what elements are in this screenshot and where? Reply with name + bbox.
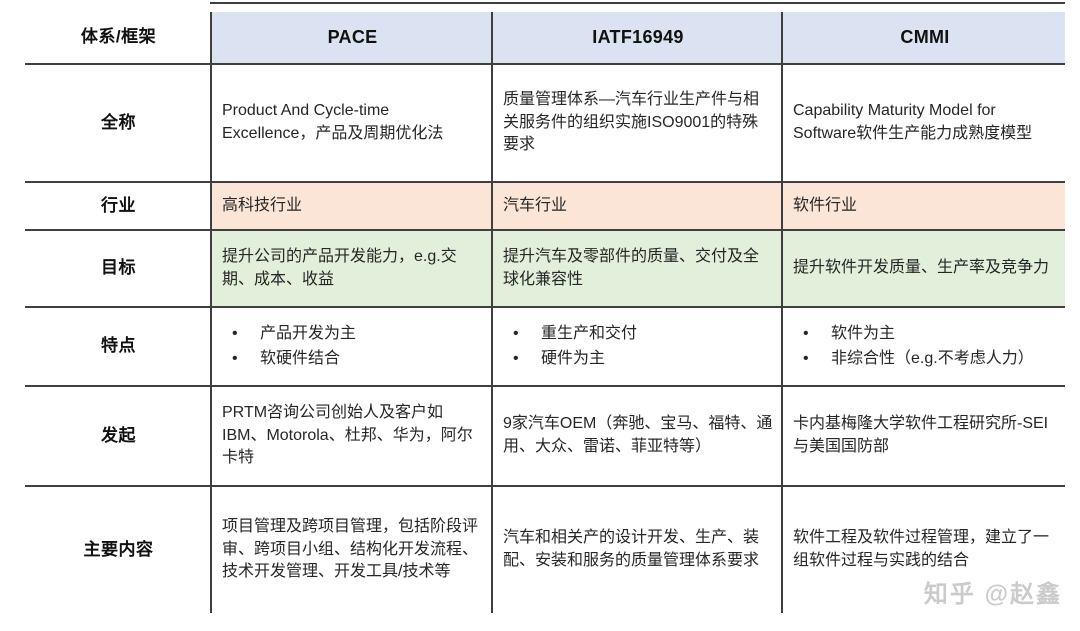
row-label-goal: 目标 xyxy=(101,258,136,278)
header-corner-cell: 体系/框架 xyxy=(80,27,157,47)
cell-goal-cmmi: 提升软件开发质量、生产率及竞争力 xyxy=(781,231,1065,306)
zhihu-watermark: 知乎 @赵鑫 xyxy=(923,581,1062,608)
bullet-icon: • xyxy=(803,349,809,367)
feature-item: • 软件为主 xyxy=(803,323,1034,346)
feature-text: 重生产和交付 xyxy=(541,324,638,342)
table-header-row: 体系/框架 PACE IATF16949 CMMI xyxy=(25,12,1065,65)
feature-text: 硬件为主 xyxy=(541,349,606,367)
cell-main-content-iatf16949: 汽车和相关产的设计开发、生产、装配、安装和服务的质量管理体系要求 xyxy=(491,487,781,613)
feature-text: 软件为主 xyxy=(831,324,896,342)
cell-fullname-iatf16949: 质量管理体系—汽车行业生产件与相关服务件的组织实施ISO9001的特殊要求 xyxy=(491,65,781,181)
bullet-icon: • xyxy=(803,324,809,342)
cell-features-cmmi: • 软件为主 • 非综合性（e.g.不考虑人力） xyxy=(781,308,1065,385)
feature-text: 软硬件结合 xyxy=(260,349,341,367)
table-row-fullname: 全称 Product And Cycle-time Excellence，产品及… xyxy=(25,65,1065,183)
cell-origin-iatf16949: 9家汽车OEM（奔驰、宝马、福特、通用、大众、雷诺、菲亚特等） xyxy=(491,387,781,485)
cell-goal-iatf16949: 提升汽车及零部件的质量、交付及全球化兼容性 xyxy=(491,231,781,306)
table-row-origin: 发起 PRTM咨询公司创始人及客户如IBM、Motorola、杜邦、华为，阿尔卡… xyxy=(25,387,1065,487)
cell-main-content-cmmi: 软件工程及软件过程管理，建立了一组软件过程与实践的结合 xyxy=(781,487,1065,613)
column-header-pace: PACE xyxy=(210,12,491,63)
cell-industry-pace: 高科技行业 xyxy=(210,183,491,229)
table-row-industry: 行业 高科技行业 汽车行业 软件行业 xyxy=(25,183,1065,231)
cell-main-content-pace: 项目管理及跨项目管理，包括阶段评审、跨项目小组、结构化开发流程、技术开发管理、开… xyxy=(210,487,491,613)
cell-origin-cmmi: 卡内基梅隆大学软件工程研究所-SEI与美国国防部 xyxy=(781,387,1065,485)
cell-industry-iatf16949: 汽车行业 xyxy=(491,183,781,229)
column-header-cmmi: CMMI xyxy=(781,12,1065,63)
feature-item: • 非综合性（e.g.不考虑人力） xyxy=(803,348,1034,371)
feature-item: • 产品开发为主 xyxy=(232,323,356,346)
table-row-goal: 目标 提升公司的产品开发能力，e.g.交期、成本、收益 提升汽车及零部件的质量、… xyxy=(25,231,1065,308)
feature-item: • 软硬件结合 xyxy=(232,348,356,371)
cell-industry-cmmi: 软件行业 xyxy=(781,183,1065,229)
feature-text: 非综合性（e.g.不考虑人力） xyxy=(831,349,1034,367)
bullet-icon: • xyxy=(232,324,238,342)
cell-goal-pace: 提升公司的产品开发能力，e.g.交期、成本、收益 xyxy=(210,231,491,306)
row-label-industry: 行业 xyxy=(101,195,136,215)
cell-features-iatf16949: • 重生产和交付 • 硬件为主 xyxy=(491,308,781,385)
framework-comparison-table: 体系/框架 PACE IATF16949 CMMI 全称 Product And… xyxy=(25,12,1065,613)
feature-item: • 重生产和交付 xyxy=(513,323,637,346)
cell-fullname-pace: Product And Cycle-time Excellence，产品及周期优… xyxy=(210,65,491,181)
row-label-origin: 发起 xyxy=(101,425,136,445)
row-label-fullname: 全称 xyxy=(101,112,136,132)
cell-fullname-cmmi: Capability Maturity Model for Software软件… xyxy=(781,65,1065,181)
feature-text: 产品开发为主 xyxy=(260,324,357,342)
row-label-main-content: 主要内容 xyxy=(83,539,154,559)
table-top-border xyxy=(210,2,1065,4)
feature-item: • 硬件为主 xyxy=(513,348,637,371)
cell-features-pace: • 产品开发为主 • 软硬件结合 xyxy=(210,308,491,385)
column-header-iatf16949: IATF16949 xyxy=(491,12,781,63)
bullet-icon: • xyxy=(513,324,519,342)
bullet-icon: • xyxy=(513,349,519,367)
row-label-features: 特点 xyxy=(101,336,136,356)
cell-origin-pace: PRTM咨询公司创始人及客户如IBM、Motorola、杜邦、华为，阿尔卡特 xyxy=(210,387,491,485)
table-row-features: 特点 • 产品开发为主 • 软硬件结合 • 重生产和交付 • xyxy=(25,308,1065,387)
bullet-icon: • xyxy=(232,349,238,367)
table-row-main-content: 主要内容 项目管理及跨项目管理，包括阶段评审、跨项目小组、结构化开发流程、技术开… xyxy=(25,487,1065,613)
